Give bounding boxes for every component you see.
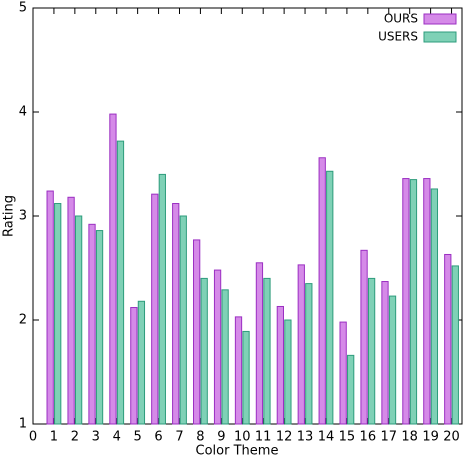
x-tick-label: 11 — [255, 430, 272, 445]
x-tick-label: 1 — [50, 430, 58, 445]
x-tick-label: 6 — [154, 430, 162, 445]
y-axis-label: Rating — [2, 195, 17, 237]
bar — [255, 262, 264, 425]
x-tick-label: 0 — [29, 430, 37, 445]
bar — [158, 173, 166, 425]
x-tick-label: 14 — [318, 430, 335, 445]
bar — [326, 170, 334, 425]
x-tick-label: 17 — [380, 430, 397, 445]
bar — [213, 269, 222, 425]
bar — [193, 239, 201, 425]
bar — [88, 223, 96, 425]
bar — [54, 203, 62, 425]
bar — [339, 321, 347, 425]
x-tick-label: 7 — [175, 430, 183, 445]
bar — [402, 178, 410, 425]
bar — [451, 265, 459, 425]
bar — [430, 188, 439, 425]
x-tick-label: 9 — [217, 430, 225, 445]
legend-swatch — [423, 31, 457, 43]
bar — [137, 300, 146, 425]
bar — [367, 277, 376, 425]
bar — [305, 283, 313, 425]
bar — [360, 249, 368, 425]
x-tick-label: 4 — [113, 430, 121, 445]
bar — [200, 277, 208, 425]
bar — [116, 140, 125, 425]
y-tick-label: 4 — [19, 105, 27, 120]
y-tick-label: 2 — [19, 313, 27, 328]
bar — [297, 264, 305, 425]
y-tick-label: 1 — [19, 417, 27, 432]
x-tick-label: 10 — [234, 430, 251, 445]
bar — [95, 230, 104, 425]
x-tick-label: 15 — [339, 430, 356, 445]
x-tick-label: 3 — [92, 430, 100, 445]
x-tick-label: 2 — [71, 430, 79, 445]
bar — [179, 215, 187, 425]
legend-label: OURS — [384, 12, 418, 26]
y-tick-label: 3 — [19, 209, 27, 224]
bar — [130, 307, 138, 425]
bar — [423, 178, 431, 425]
bar — [276, 305, 284, 425]
x-tick-label: 19 — [422, 430, 439, 445]
x-tick-label: 13 — [297, 430, 314, 445]
bar — [221, 289, 229, 425]
bar — [67, 196, 75, 425]
bar — [388, 295, 397, 425]
bar — [409, 179, 418, 425]
bar — [347, 354, 355, 425]
bar — [444, 253, 452, 425]
x-tick-label: 5 — [133, 430, 141, 445]
bar — [234, 316, 243, 425]
bar — [46, 190, 54, 425]
bar — [381, 281, 389, 425]
x-tick-label: 16 — [360, 430, 377, 445]
legend-swatch — [423, 13, 457, 25]
y-tick-label: 5 — [19, 1, 27, 16]
x-tick-label: 18 — [401, 430, 418, 445]
bar — [172, 203, 180, 425]
x-tick-label: 12 — [276, 430, 293, 445]
x-axis-label: Color Theme — [196, 444, 279, 459]
bar — [284, 319, 292, 425]
x-tick-label: 8 — [196, 430, 204, 445]
legend-label: USERS — [378, 30, 418, 44]
bar — [263, 277, 271, 425]
bar — [151, 193, 159, 425]
bar — [318, 157, 326, 425]
x-tick-label: 20 — [443, 430, 460, 445]
bar — [242, 330, 250, 425]
bar — [74, 215, 83, 425]
bar — [109, 113, 117, 425]
